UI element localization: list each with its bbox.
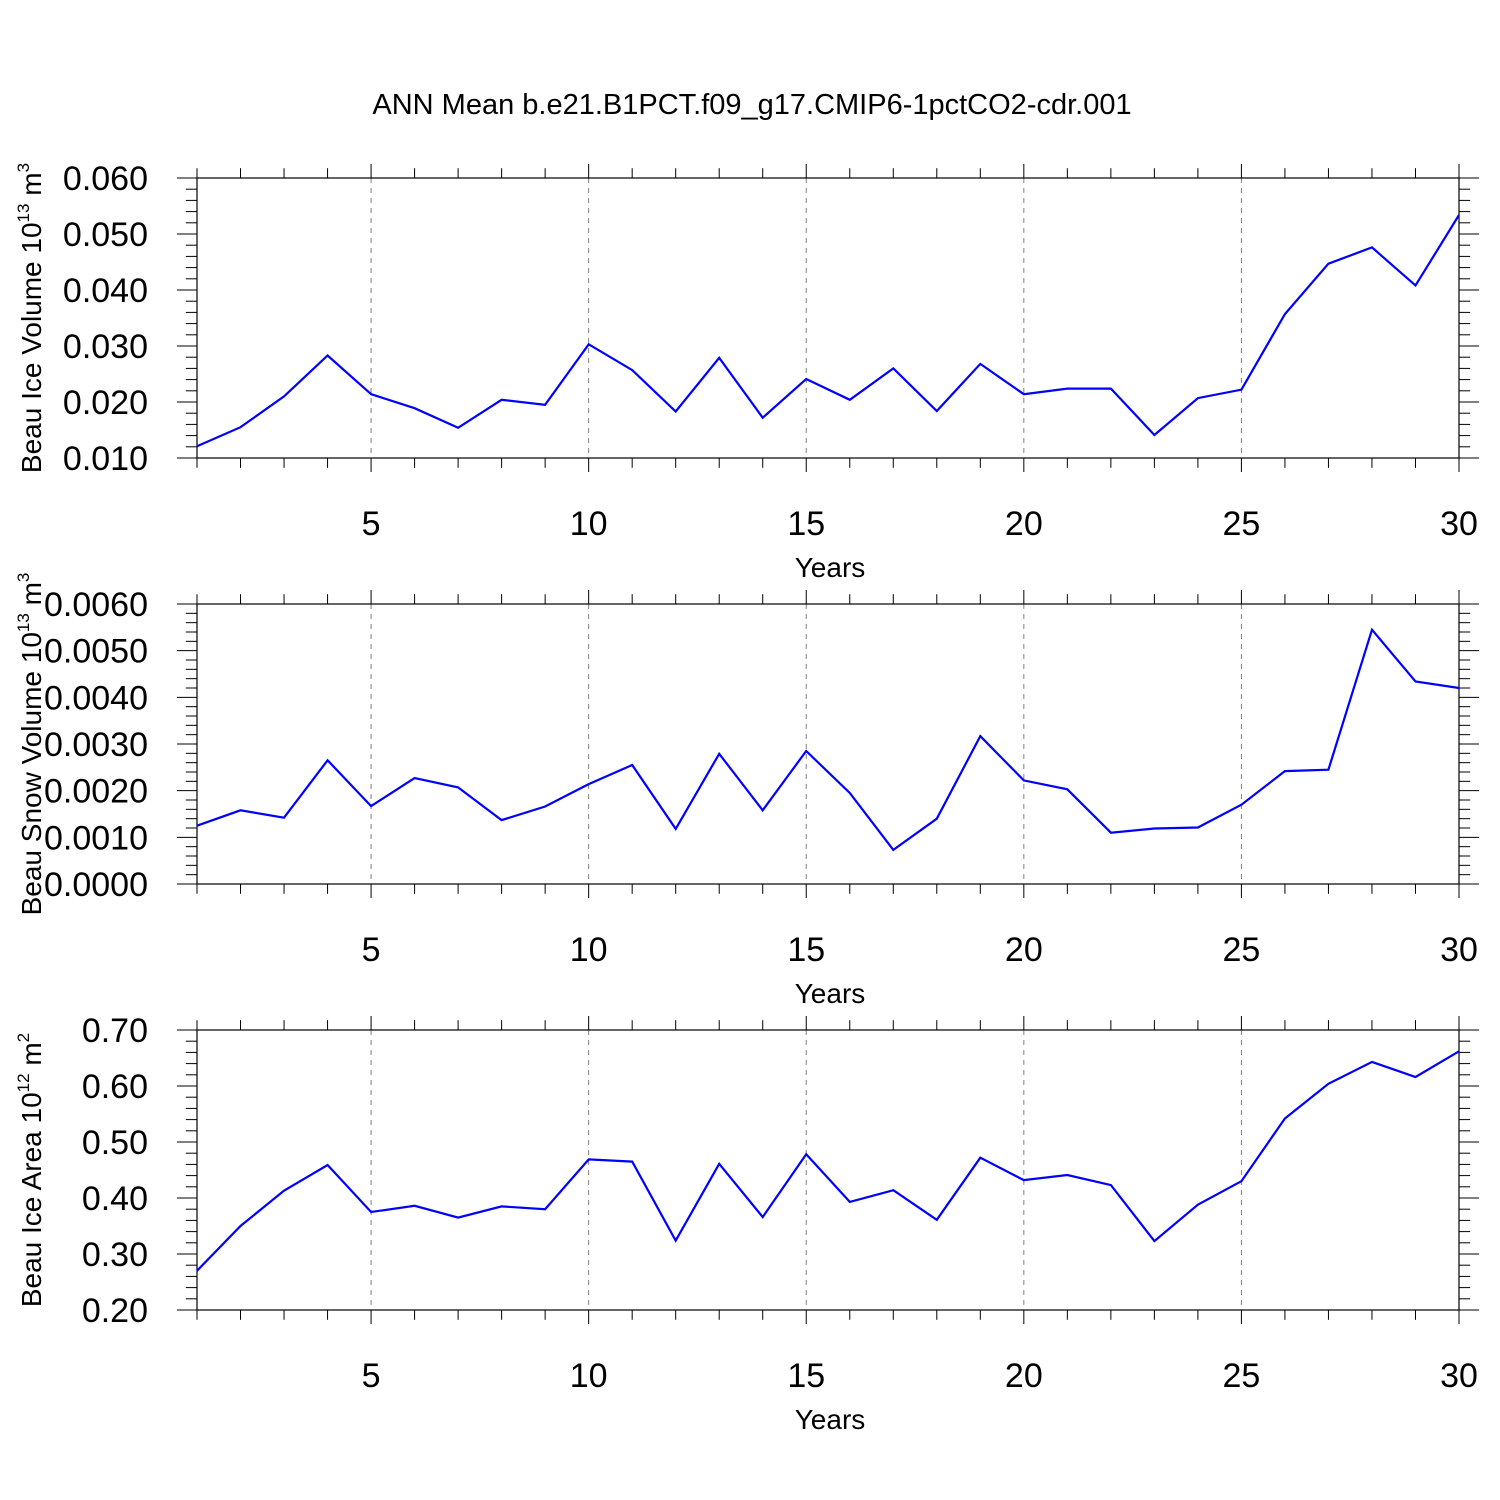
panel-2: 0.0000 0.0010 0.0020 0.0030 0.0040 0.0050 0.00… [14, 573, 1479, 1009]
series-line [196, 1050, 1460, 1272]
y-axis-label: Beau Snow Volume 1013 m3 [14, 573, 47, 916]
x-tick-label: 30 [1440, 1357, 1478, 1395]
x-axis-label: Years [795, 1404, 866, 1435]
series-line [196, 214, 1460, 448]
y-tick-label: 0.60 [82, 1068, 148, 1106]
y-tick-label: 0.0030 [44, 726, 148, 764]
x-tick-label: 25 [1222, 505, 1260, 543]
plot-frame [196, 603, 1460, 885]
plot-frame [196, 1029, 1460, 1311]
x-tick-label: 5 [362, 505, 381, 543]
y-tick-label: 0.50 [82, 1124, 148, 1162]
x-tick-label: 15 [787, 505, 825, 543]
y-axis-label: Beau Ice Area 1012 m2 [14, 1033, 47, 1307]
y-axis-label: Beau Ice Volume 1013 m3 [14, 163, 47, 473]
y-tick-label: 0.040 [63, 272, 148, 310]
y-tick-label: 0.060 [63, 160, 148, 198]
x-tick-label: 5 [362, 931, 381, 969]
y-tick-label: 0.0060 [44, 586, 148, 624]
series-line [196, 627, 1460, 852]
x-tick-label: 10 [570, 1357, 608, 1395]
y-tick-label: 0.030 [63, 328, 148, 366]
x-tick-label: 10 [570, 931, 608, 969]
y-tick-label: 0.0040 [44, 679, 148, 717]
x-tick-label: 30 [1440, 931, 1478, 969]
y-tick-label: 0.20 [82, 1292, 148, 1330]
y-tick-label: 0.0050 [44, 633, 148, 671]
panel-1: 0.010 0.020 0.030 0.040 0.050 0.060 5 10 15 20 25 3… [14, 160, 1479, 583]
y-tick-label: 0.70 [82, 1012, 148, 1050]
x-tick-label: 25 [1222, 1357, 1260, 1395]
x-tick-label: 30 [1440, 505, 1478, 543]
x-axis-label: Years [795, 552, 866, 583]
x-tick-label: 20 [1005, 1357, 1043, 1395]
x-tick-label: 15 [787, 931, 825, 969]
y-tick-label: 0.40 [82, 1180, 148, 1218]
y-tick-label: 0.050 [63, 216, 148, 254]
x-tick-label: 5 [362, 1357, 381, 1395]
y-tick-label: 0.30 [82, 1236, 148, 1274]
y-tick-label: 0.0020 [44, 773, 148, 811]
y-tick-label: 0.020 [63, 384, 148, 422]
x-tick-label: 20 [1005, 505, 1043, 543]
x-tick-label: 10 [570, 505, 608, 543]
y-tick-label: 0.0000 [44, 866, 148, 904]
y-tick-label: 0.010 [63, 440, 148, 478]
x-axis-label: Years [795, 978, 866, 1009]
chart-title: ANN Mean b.e21.B1PCT.f09_g17.CMIP6-1pctC… [372, 89, 1131, 121]
x-tick-label: 20 [1005, 931, 1043, 969]
x-tick-label: 15 [787, 1357, 825, 1395]
panel-3: 0.20 0.30 0.40 0.50 0.60 0.70 5 10 15 20 25 30 Years… [14, 1012, 1479, 1435]
x-tick-label: 25 [1222, 931, 1260, 969]
y-tick-label: 0.0010 [44, 819, 148, 857]
plot-frame [196, 177, 1460, 459]
